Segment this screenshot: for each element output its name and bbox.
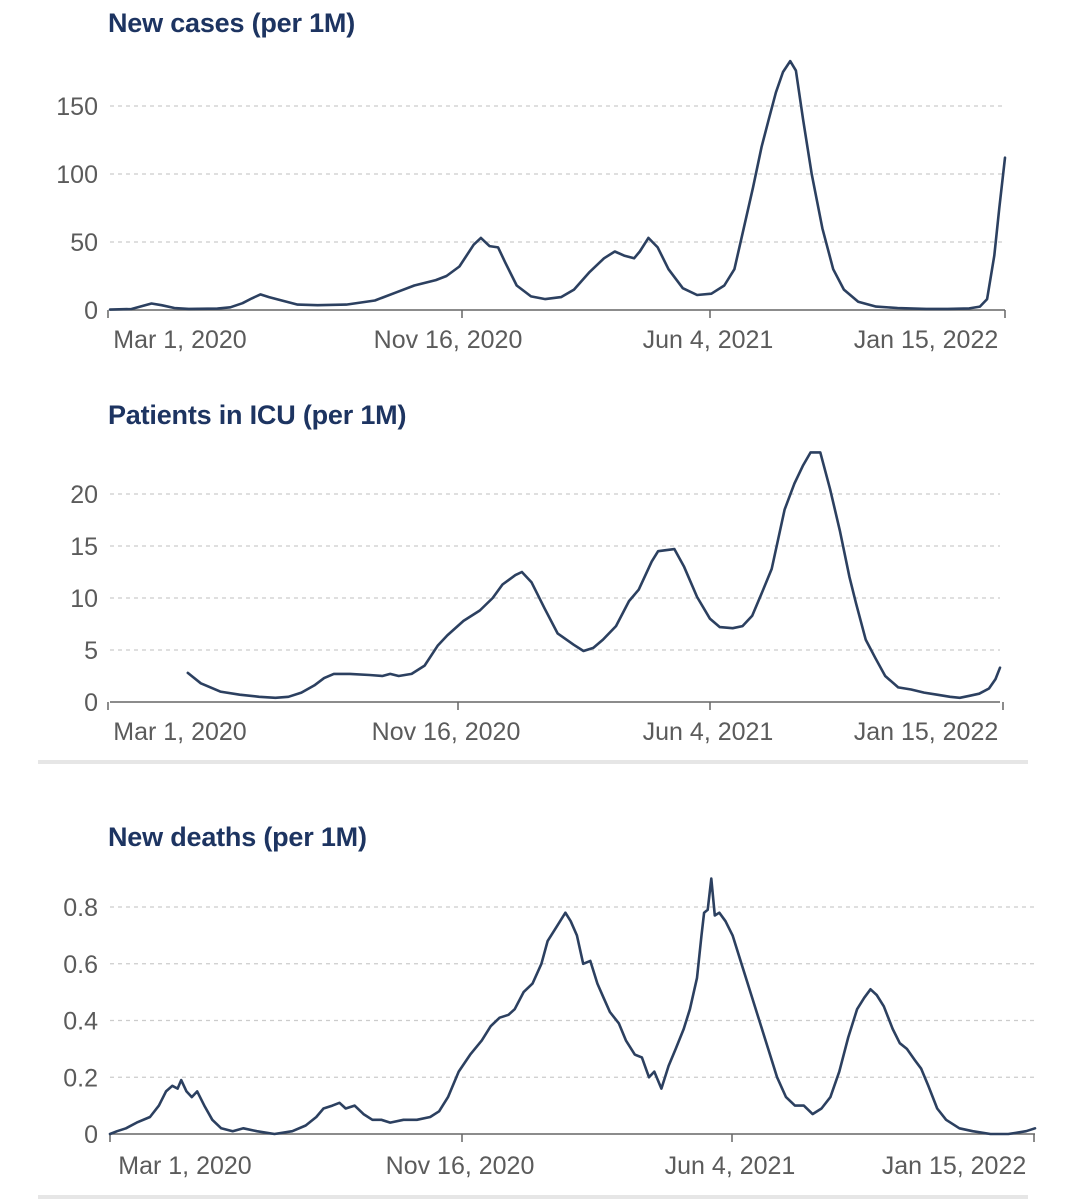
chart-new-cases: New cases (per 1M) 0 50 100 150 Mar 1, 2020 N… <box>0 0 1082 360</box>
y-tick-label: 0 <box>84 689 98 717</box>
y-tick-label: 0 <box>84 297 98 325</box>
chart-patients-icu: Patients in ICU (per 1M) 0 5 10 15 20 Mar 1, … <box>0 390 1082 750</box>
series-line <box>108 59 1007 311</box>
x-tick-label: Nov 16, 2020 <box>374 326 523 354</box>
y-tick-label: 50 <box>70 229 98 257</box>
y-tick-label: 0.6 <box>63 951 98 979</box>
section-divider <box>38 1195 1028 1199</box>
chart-plot-new-cases: 0 50 100 150 Mar 1, 2020 Nov 16, 2020 Jun 4, 2… <box>56 59 1007 354</box>
x-tick-label: Jun 4, 2021 <box>665 1152 796 1180</box>
x-tick-label: Nov 16, 2020 <box>386 1152 535 1180</box>
x-tick-label: Mar 1, 2020 <box>118 1152 251 1180</box>
y-tick-label: 5 <box>84 637 98 665</box>
chart-title: Patients in ICU (per 1M) <box>108 400 407 430</box>
x-tick-label: Jun 4, 2021 <box>643 326 774 354</box>
chart-new-deaths: New deaths (per 1M) 0 0.2 0.4 0.6 0.8 Mar 1, … <box>0 810 1082 1190</box>
series-line <box>108 877 1037 1136</box>
x-tick-label: Mar 1, 2020 <box>113 326 246 354</box>
x-tick-label: Mar 1, 2020 <box>113 718 246 746</box>
y-tick-label: 0.8 <box>63 894 98 922</box>
y-tick-label: 15 <box>70 533 98 561</box>
x-tick-label: Jun 4, 2021 <box>643 718 774 746</box>
y-tick-label: 0 <box>84 1121 98 1149</box>
y-tick-label: 10 <box>70 585 98 613</box>
x-tick-label: Jan 15, 2022 <box>882 1152 1027 1180</box>
y-tick-label: 20 <box>70 481 98 509</box>
chart-plot-patients-icu: 0 5 10 15 20 Mar 1, 2020 Nov 16, 2020 Jun 4, 20… <box>70 451 1004 746</box>
section-divider <box>38 760 1028 764</box>
y-tick-label: 0.2 <box>63 1064 98 1092</box>
x-tick-label: Jan 15, 2022 <box>854 718 999 746</box>
y-tick-label: 150 <box>56 93 98 121</box>
series-line <box>186 451 1002 700</box>
x-tick-label: Jan 15, 2022 <box>854 326 999 354</box>
y-tick-label: 0.4 <box>63 1008 98 1036</box>
chart-plot-new-deaths: 0 0.2 0.4 0.6 0.8 Mar 1, 2020 Nov 16, 2020 Jun … <box>63 877 1037 1180</box>
y-tick-label: 100 <box>56 161 98 189</box>
x-tick-label: Nov 16, 2020 <box>372 718 521 746</box>
chart-title: New cases (per 1M) <box>108 8 356 38</box>
chart-title: New deaths (per 1M) <box>108 822 367 852</box>
